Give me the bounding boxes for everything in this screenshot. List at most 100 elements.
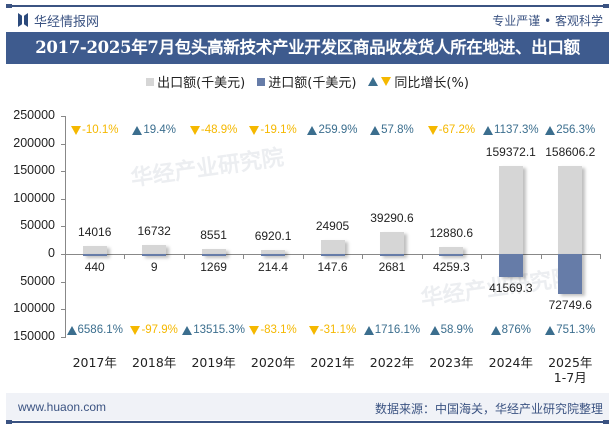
y-tick-mark (61, 198, 65, 200)
import-growth-label: 751.3% (538, 324, 602, 336)
export-growth-label: -19.1% (241, 124, 305, 136)
x-axis-label: 2025年 1-7月 (548, 355, 593, 385)
triangle-down-icon (381, 77, 392, 86)
export-value-label: 24905 (315, 219, 350, 234)
import-bar (320, 254, 345, 256)
triangle-down-icon (189, 125, 200, 135)
triangle-down-icon (308, 325, 319, 335)
import-value-label: 41569.3 (489, 280, 533, 295)
import-value-label: 147.6 (317, 259, 348, 274)
slogan: 专业严谨 • 客观科学 (492, 14, 603, 28)
import-value-label: 214.4 (258, 259, 289, 274)
watermark: 华经产业研究院 (129, 145, 286, 192)
y-tick-label: 200000 (13, 135, 55, 150)
export-growth-label: 57.8% (360, 124, 424, 136)
export-bar (498, 166, 523, 254)
export-value-label: 6920.1 (254, 229, 292, 244)
x-tick-mark (600, 254, 601, 259)
triangle-up-icon (370, 125, 381, 135)
triangle-up-icon (182, 325, 193, 335)
y-tick-mark (61, 309, 65, 311)
import-value-label: 72749.6 (548, 298, 592, 313)
export-growth-label: 259.9% (301, 124, 365, 136)
footer-bar (6, 393, 609, 420)
y-tick-mark (61, 281, 65, 283)
import-bar (142, 254, 167, 256)
export-value-label: 8551 (200, 228, 227, 243)
import-bar (498, 254, 523, 277)
export-value-label: 12880.6 (429, 225, 474, 240)
import-growth-label: -31.1% (301, 324, 365, 336)
import-growth-label: 6586.1% (63, 324, 127, 336)
import-growth-label: -97.9% (122, 324, 186, 336)
footer-source: 数据来源：中国海关，华经产业研究院整理 (374, 402, 603, 416)
import-value-label: 440 (84, 259, 105, 274)
y-tick-label: 50000 (20, 273, 55, 288)
chart-title: 2017-2025年7月包头高新技术产业开发区商品收发货人所在地进、出口额 (6, 32, 609, 64)
y-tick-label: 100000 (13, 190, 55, 205)
y-tick-label: 150000 (13, 163, 55, 178)
y-tick-label: 150000 (13, 328, 55, 343)
import-bar (558, 254, 583, 295)
import-growth-label: 876% (479, 324, 543, 336)
legend-item-import: 进口额(千美元) (257, 72, 356, 91)
import-value-label: 2681 (378, 259, 406, 274)
x-axis-label: 2024年 (488, 355, 533, 370)
brand: 华经情报网 (18, 10, 99, 30)
triangle-down-icon (71, 125, 81, 135)
x-tick-mark (124, 254, 126, 259)
triangle-down-icon (427, 125, 438, 135)
export-growth-label: 1137.3% (479, 124, 543, 136)
export-bar (439, 246, 464, 254)
x-tick-mark (243, 254, 245, 259)
export-growth-label: 19.4% (122, 124, 186, 136)
y-tick-mark (61, 171, 65, 173)
triangle-up-icon (368, 77, 379, 86)
triangle-down-icon (130, 325, 141, 335)
triangle-down-icon (249, 325, 260, 335)
import-value-label: 1269 (200, 259, 227, 274)
x-axis-label: 2017年 (72, 355, 117, 370)
x-tick-mark (540, 254, 542, 259)
triangle-down-icon (249, 125, 260, 135)
export-growth-label: -67.2% (419, 124, 483, 136)
export-value-label: 158606.2 (545, 145, 596, 160)
triangle-up-icon (545, 125, 556, 135)
triangle-up-icon (490, 325, 501, 335)
triangle-up-icon (307, 125, 318, 135)
x-tick-mark (421, 254, 423, 259)
brand-name: 华经情报网 (34, 14, 100, 30)
top-border-line (6, 4, 609, 8)
y-tick-mark (61, 116, 65, 117)
import-growth-label: 13515.3% (182, 324, 246, 336)
import-growth-label: -83.1% (241, 324, 305, 336)
export-bar (82, 246, 107, 254)
legend-growth-label: 同比增长(%) (394, 76, 469, 91)
x-tick-mark (362, 254, 364, 259)
export-bar (142, 244, 167, 254)
x-tick-mark (481, 254, 483, 259)
export-value-label: 159372.1 (485, 145, 536, 160)
export-bar (320, 240, 345, 254)
import-bar (439, 254, 464, 257)
triangle-up-icon (66, 325, 77, 335)
import-bar (261, 254, 286, 256)
import-growth-label: 58.9% (419, 324, 483, 336)
x-axis-label: 2019年 (191, 355, 236, 370)
import-growth-label: 1716.1% (360, 324, 424, 336)
footer-website: www.huaon.com (18, 400, 107, 414)
y-tick-mark (61, 143, 65, 145)
legend-item-export: 出口额(千美元) (146, 72, 245, 91)
y-tick-label: 250000 (13, 108, 55, 122)
x-tick-mark (183, 254, 185, 259)
import-swatch-icon (257, 77, 266, 86)
y-tick-mark (61, 336, 65, 338)
legend: 出口额(千美元) 进口额(千美元) 同比增长(%) (0, 72, 615, 91)
triangle-up-icon (429, 325, 440, 335)
triangle-up-icon (132, 125, 143, 135)
x-tick-mark (302, 254, 304, 259)
export-bar (201, 249, 226, 254)
triangle-up-icon (483, 125, 494, 135)
y-axis (65, 116, 66, 338)
export-growth-label: -10.1% (63, 124, 127, 136)
